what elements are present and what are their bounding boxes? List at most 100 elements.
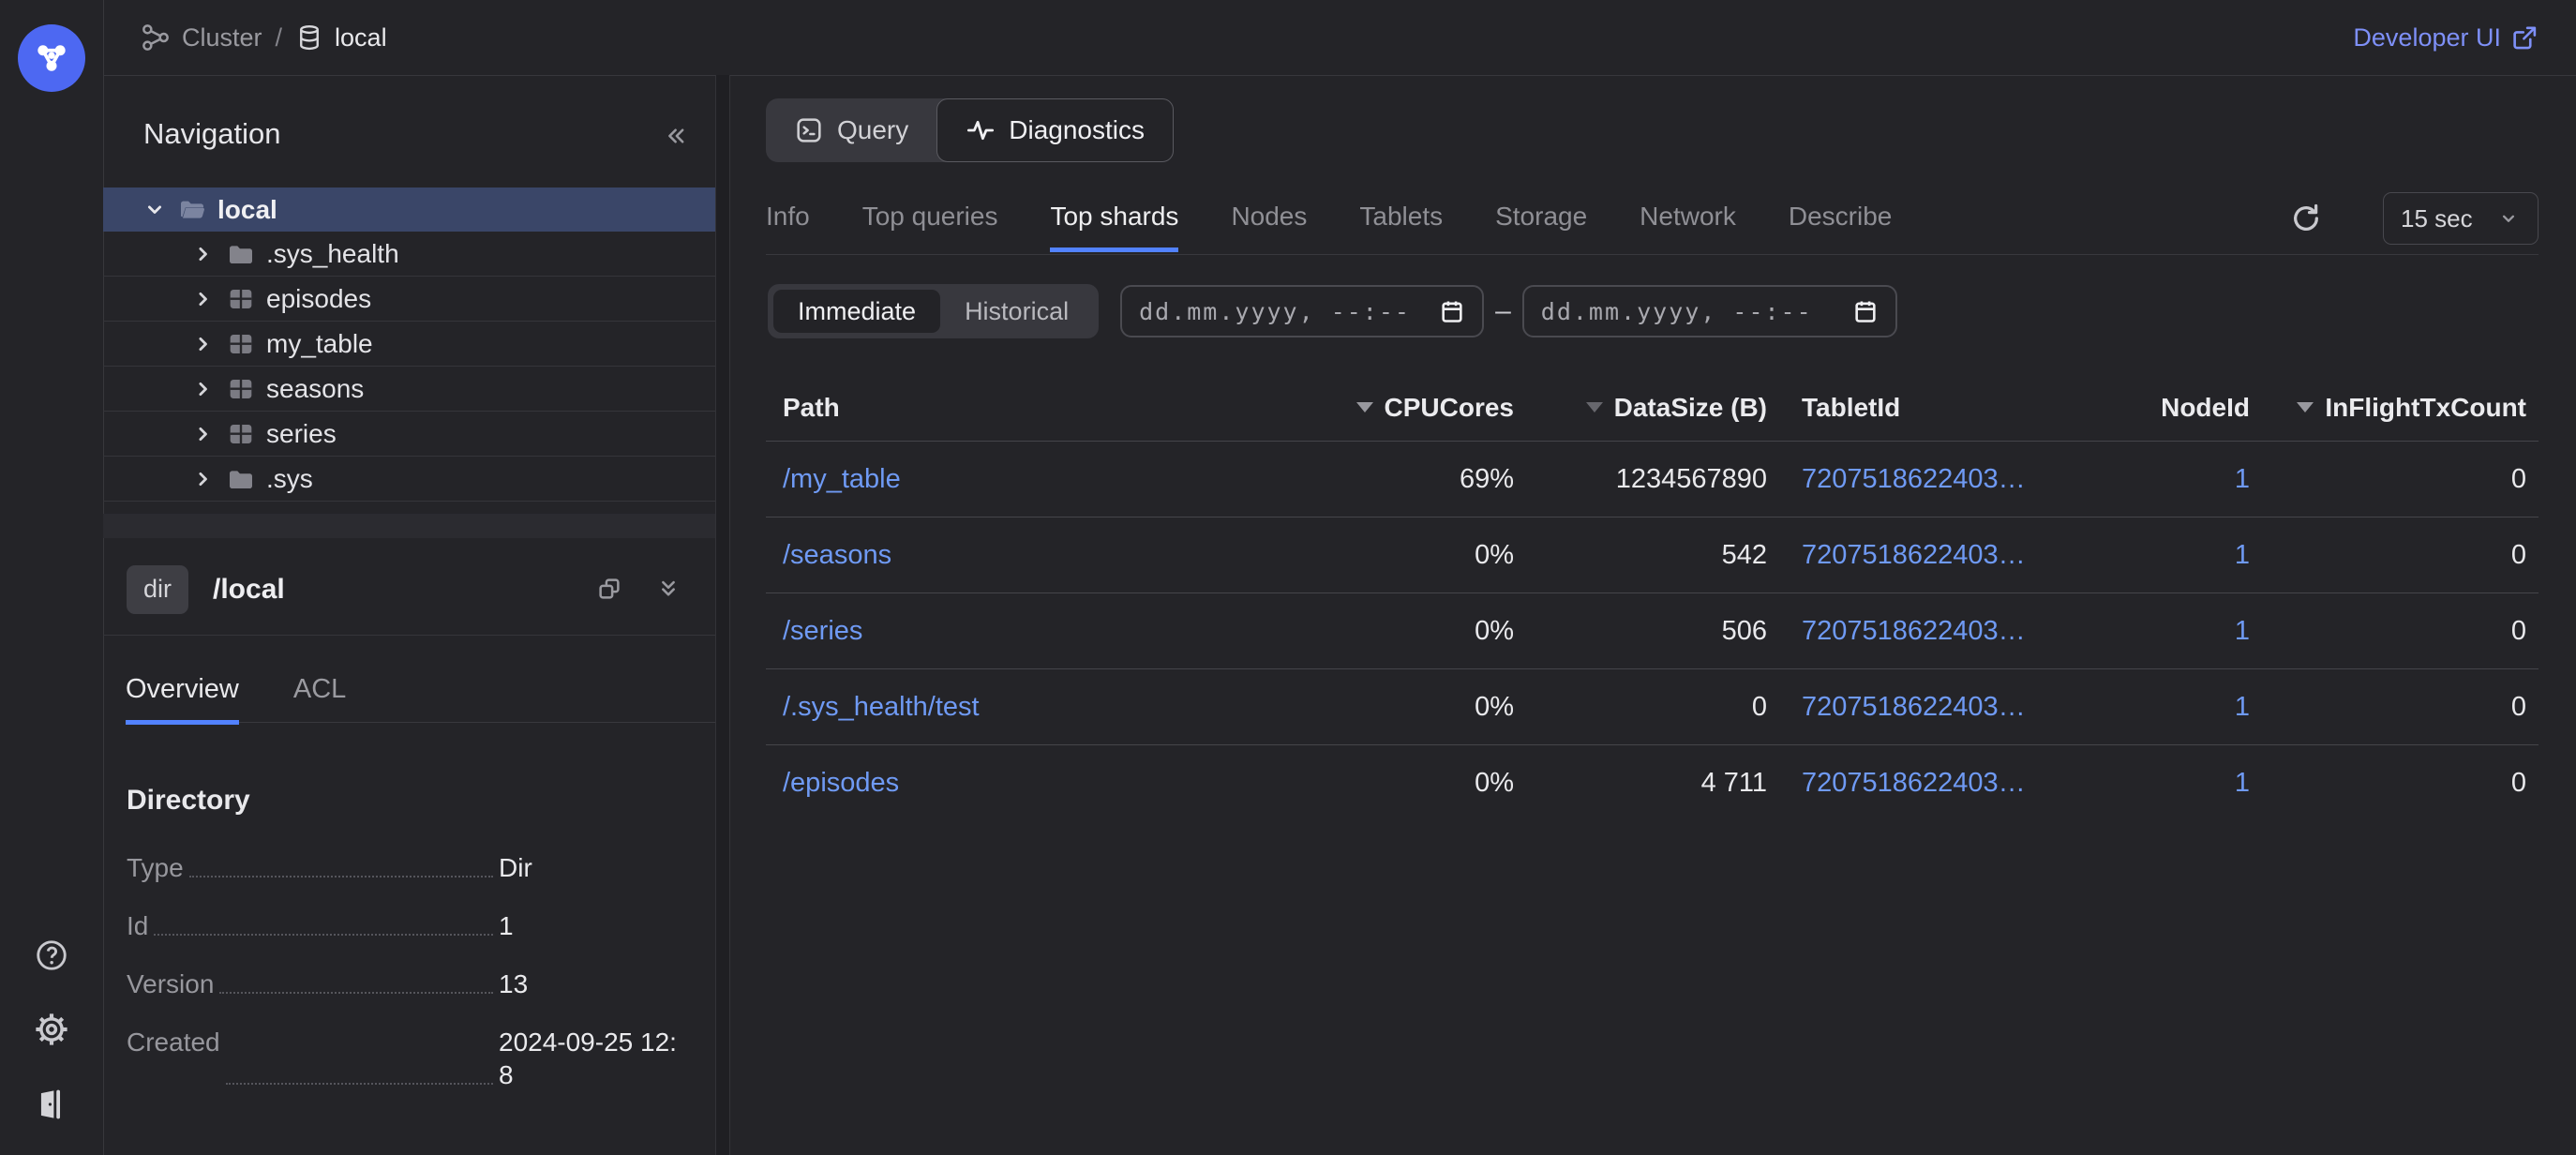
tab-tablets[interactable]: Tablets [1359, 202, 1444, 231]
entity-tabs: Overview ACL [126, 667, 715, 725]
tabletid-link[interactable]: 7207518622403… [1802, 463, 2026, 494]
tab-network[interactable]: Network [1640, 202, 1736, 231]
entity-summary: dir /local [127, 558, 696, 621]
tree-item-episodes[interactable]: episodes [103, 277, 715, 322]
date-to-input[interactable]: dd.mm.yyyy, --:-- [1521, 285, 1897, 338]
column-header-label: InFlightTxCount [2325, 393, 2526, 422]
tree-info-resizer[interactable] [103, 514, 715, 538]
info-heading: Directory [127, 785, 250, 816]
time-mode-immediate[interactable]: Immediate [773, 290, 941, 333]
developer-ui-link[interactable]: Developer UI [2353, 0, 2539, 75]
chevron-down-icon[interactable] [139, 194, 171, 226]
info-row-version: Version 13 [103, 968, 715, 1000]
chevron-right-icon[interactable] [187, 373, 219, 405]
tabletid-link[interactable]: 7207518622403… [1802, 691, 2026, 722]
tree-item-local[interactable]: local [103, 188, 715, 232]
folder-icon [225, 238, 257, 270]
tree-item-sys[interactable]: .sys [103, 457, 715, 502]
entity-path: /local [213, 573, 285, 605]
inflight-cell: 0 [2510, 463, 2526, 494]
help-button[interactable] [34, 938, 69, 973]
info-value-line1: 2024-09-25 12: [499, 1028, 677, 1057]
tabletid-link[interactable]: 7207518622403… [1802, 767, 2026, 798]
column-header-inflighttxcount[interactable]: InFlightTxCount [2250, 393, 2526, 423]
nodeid-link[interactable]: 1 [2234, 691, 2250, 722]
datasize-cell: 0 [1751, 691, 1767, 722]
tabletid-link[interactable]: 7207518622403… [1802, 539, 2026, 570]
logout-button[interactable] [34, 1087, 69, 1122]
breadcrumb-cluster[interactable]: Cluster [182, 22, 262, 52]
path-link[interactable]: /my_table [783, 463, 901, 494]
column-header-nodeid[interactable]: NodeId [2161, 393, 2250, 422]
external-link-icon [2513, 26, 2537, 50]
gear-icon [36, 1013, 67, 1045]
column-header-tabletid[interactable]: TabletId [1802, 393, 1901, 422]
chevron-right-icon[interactable] [187, 463, 219, 495]
chevron-right-icon[interactable] [187, 283, 219, 315]
cpu-cell: 69% [1459, 463, 1514, 494]
navigation-panel: Navigation local [103, 75, 715, 1155]
path-link[interactable]: /series [783, 615, 863, 646]
expand-summary-button[interactable] [652, 573, 684, 605]
info-value-line2: 8 [499, 1060, 514, 1089]
info-label: Id [127, 911, 149, 940]
tab-storage[interactable]: Storage [1495, 202, 1588, 231]
date-from-input[interactable]: dd.mm.yyyy, --:-- [1120, 285, 1485, 338]
query-icon [797, 118, 821, 142]
cpu-cell: 0% [1475, 691, 1514, 722]
info-label: Created [127, 1028, 220, 1057]
mode-diagnostics[interactable]: Diagnostics [936, 98, 1174, 162]
nodeid-link[interactable]: 1 [2234, 463, 2250, 494]
tree-item-seasons[interactable]: seasons [103, 367, 715, 412]
tab-acl[interactable]: ACL [292, 674, 347, 704]
nodeid-link[interactable]: 1 [2234, 767, 2250, 798]
tab-info[interactable]: Info [766, 202, 810, 231]
diagnostics-tabs: Info Top queries Top shards Nodes Tablet… [766, 190, 2539, 252]
ydb-logo[interactable] [18, 24, 85, 92]
refresh-button[interactable] [2287, 200, 2325, 237]
double-chevron-down-icon [662, 580, 675, 596]
datasize-cell: 542 [1721, 539, 1767, 570]
tree-item-sys-health[interactable]: .sys_health [103, 232, 715, 277]
path-link[interactable]: /seasons [783, 539, 892, 570]
tree-item-label: series [266, 418, 337, 448]
path-link[interactable]: /episodes [783, 767, 900, 798]
copy-path-button[interactable] [593, 573, 625, 605]
date-from-placeholder: dd.mm.yyyy, --:-- [1139, 297, 1411, 325]
chevron-right-icon[interactable] [187, 238, 219, 270]
date-to-placeholder: dd.mm.yyyy, --:-- [1540, 297, 1813, 325]
settings-button[interactable] [34, 1012, 69, 1047]
tab-top-shards[interactable]: Top shards [1050, 202, 1178, 252]
nodeid-link[interactable]: 1 [2234, 615, 2250, 646]
tab-nodes[interactable]: Nodes [1231, 202, 1308, 231]
mode-query[interactable]: Query [766, 98, 936, 162]
nodeid-link[interactable]: 1 [2234, 539, 2250, 570]
table-header-row: Path CPUCores DataSize (B) TabletId Node… [766, 375, 2539, 442]
chevron-right-icon[interactable] [187, 418, 219, 450]
column-header-cpucores[interactable]: CPUCores [1345, 393, 1514, 423]
panel-resizer[interactable] [715, 75, 730, 1155]
time-mode-historical[interactable]: Historical [965, 296, 1070, 325]
info-row-id: Id 1 [103, 909, 715, 942]
breadcrumb-separator: / [275, 22, 283, 52]
tree-item-my-table[interactable]: my_table [103, 322, 715, 367]
tab-top-queries[interactable]: Top queries [861, 202, 998, 231]
cpu-cell: 0% [1475, 767, 1514, 798]
refresh-interval-select[interactable]: 15 sec [2383, 192, 2539, 245]
tab-describe[interactable]: Describe [1788, 202, 1893, 231]
tree-item-series[interactable]: series [103, 412, 715, 457]
info-row-type: Type Dir [103, 851, 715, 884]
column-header-datasize[interactable]: DataSize (B) [1514, 393, 1767, 423]
column-header-path[interactable]: Path [783, 393, 840, 422]
inflight-cell: 0 [2510, 539, 2526, 570]
path-link[interactable]: /.sys_health/test [783, 691, 980, 722]
tab-overview[interactable]: Overview [126, 667, 239, 725]
tabletid-link[interactable]: 7207518622403… [1802, 615, 2026, 646]
collapse-panel-button[interactable] [659, 120, 691, 152]
chevron-right-icon[interactable] [187, 328, 219, 360]
navigation-title: Navigation [143, 117, 281, 150]
refresh-interval-value: 15 sec [2401, 203, 2473, 232]
sort-desc-icon [1585, 402, 1603, 413]
info-label: Type [127, 853, 184, 882]
